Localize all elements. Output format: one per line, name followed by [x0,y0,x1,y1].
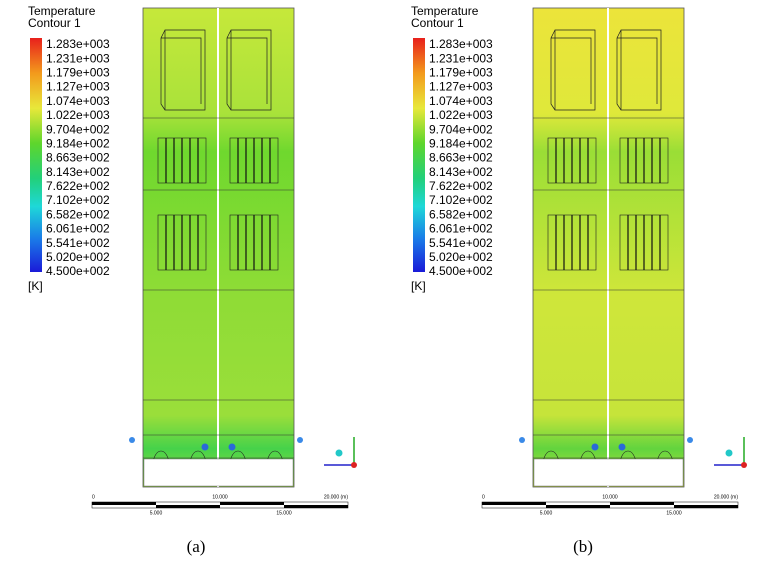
box-outline [226,29,272,111]
jet [201,443,209,451]
colorbar-label: 1.283e+003 [46,37,110,51]
colorbar-label: 8.143e+002 [429,165,493,179]
colorbar-label: 4.500e+002 [46,264,110,278]
colorbar-label: 6.061e+002 [46,222,110,236]
outlet-area [533,458,684,487]
scale-seg [156,505,220,508]
scale-label: 5.000 [540,510,553,516]
colorbar-label: 1.231e+003 [46,51,110,65]
colorbar-label: 6.582e+002 [46,207,110,221]
inlet [297,437,303,443]
scale-label: 10.000 [602,494,618,500]
scale-label: 10.000 [212,494,228,500]
legend-title: Temperature [411,4,479,18]
jet [591,443,599,451]
legend-subtitle: Contour 1 [411,16,464,30]
colorbar-label: 5.541e+002 [429,236,493,250]
inlet [687,437,693,443]
scale-seg [220,502,284,505]
outlet-area [143,458,294,487]
colorbar-label: 7.102e+002 [429,193,493,207]
colorbar-label: 9.184e+002 [46,136,110,150]
colorbar-label: 9.184e+002 [429,136,493,150]
colorbar-label: 1.074e+003 [46,94,110,108]
colorbar-label: 6.582e+002 [429,207,493,221]
panel-label: (a) [187,537,206,556]
unit-label: [K] [411,279,426,293]
scale-label: 20.000 (m) [324,494,349,500]
colorbar-label: 5.020e+002 [429,250,493,264]
axis-origin [351,462,357,468]
colorbar-label: 9.704e+002 [46,122,110,136]
scale-seg [674,505,738,508]
colorbar-label: 5.020e+002 [46,250,110,264]
scale-seg [482,502,546,505]
scale-seg [92,502,156,505]
scale-label: 20.000 (m) [714,494,739,500]
colorbar-label: 5.541e+002 [46,236,110,250]
panel-label: (b) [573,537,593,556]
legend-title: Temperature [28,4,96,18]
axis-ball [335,449,343,457]
scale-seg [284,505,348,508]
colorbar-label: 1.127e+003 [46,80,110,94]
scale-label: 0 [92,494,95,500]
colorbar-label: 1.074e+003 [429,94,493,108]
colorbar-label: 8.143e+002 [46,165,110,179]
colorbar-label: 1.022e+003 [429,108,493,122]
colorbar-label: 8.663e+002 [46,151,110,165]
scale-label: 15.000 [666,510,682,516]
colorbar-label: 1.231e+003 [429,51,493,65]
jet [228,443,236,451]
inlet [129,437,135,443]
box-outline [550,29,596,111]
box-outline [616,29,662,111]
colorbar [413,38,425,272]
colorbar-label: 8.663e+002 [429,151,493,165]
colorbar-label: 4.500e+002 [429,264,493,278]
scale-label: 5.000 [150,510,163,516]
scale-label: 15.000 [276,510,292,516]
colorbar-label: 1.179e+003 [46,66,110,80]
jet [618,443,626,451]
axis-ball [725,449,733,457]
inlet [519,437,525,443]
colorbar-label: 6.061e+002 [429,222,493,236]
colorbar-label: 7.622e+002 [46,179,110,193]
colorbar-label: 9.704e+002 [429,122,493,136]
box-outline [160,29,206,111]
colorbar-label: 1.283e+003 [429,37,493,51]
colorbar-label: 7.622e+002 [429,179,493,193]
colorbar [30,38,42,272]
colorbar-label: 1.127e+003 [429,80,493,94]
colorbar-label: 7.102e+002 [46,193,110,207]
legend-subtitle: Contour 1 [28,16,81,30]
scale-seg [610,502,674,505]
colorbar-label: 1.022e+003 [46,108,110,122]
scale-seg [546,505,610,508]
axis-origin [741,462,747,468]
unit-label: [K] [28,279,43,293]
colorbar-label: 1.179e+003 [429,66,493,80]
scale-label: 0 [482,494,485,500]
